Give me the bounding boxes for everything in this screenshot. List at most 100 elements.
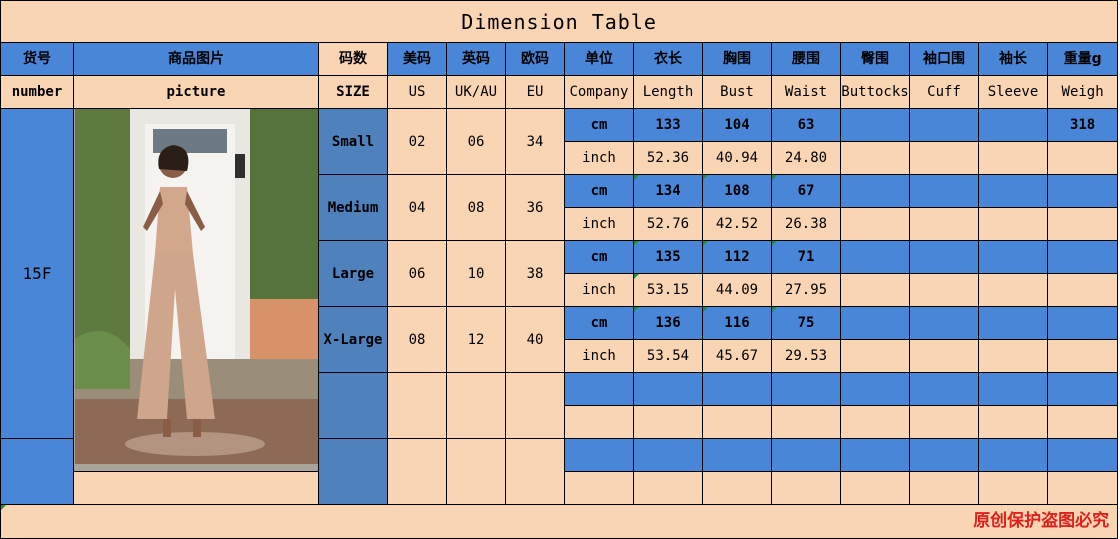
empty-cell [1046,405,1119,439]
length-inch: 53.15 [633,273,703,307]
empty-cell [702,372,772,406]
empty-cell [564,372,634,406]
bust-cm: 116 [702,306,772,340]
empty-cell [1046,471,1119,505]
uk-x-large: 12 [446,306,506,373]
cuff-cell [909,174,979,208]
empty-cell [702,405,772,439]
bust-cm: 112 [702,240,772,274]
header-cn-waist: 腰围 [771,42,841,76]
buttocks-cell [840,207,910,241]
bust-inch: 45.67 [702,339,772,373]
footer-row: 原创保护盗图必究 [0,504,1119,539]
size-large: Large [318,240,388,307]
weight-cell [1046,240,1119,274]
unit-cm: cm [564,306,634,340]
waist-inch: 26.38 [771,207,841,241]
weight-value: 318 [1046,108,1119,142]
header-cn-number: 货号 [0,42,74,76]
unit-cm: cm [564,174,634,208]
item-number: 15F [0,108,74,439]
sleeve-cell [978,306,1048,340]
size-empty [318,438,388,505]
empty-cell [840,438,910,472]
empty-cell [1046,438,1119,472]
cuff-cell [909,207,979,241]
header-cn-sleeve: 袖长 [978,42,1048,76]
product-photo-illustration [74,109,318,464]
empty-cell [840,471,910,505]
buttocks-cell [840,174,910,208]
table-row: 15F [0,108,1119,472]
buttocks-cell [840,339,910,373]
uk-empty [446,438,506,505]
header-en-bust: Bust [702,75,772,109]
table-row: Large 06 10 38 cm 135 112 71 [1,240,1119,307]
header-en-number: number [0,75,74,109]
size-empty [318,372,388,439]
sleeve-cell [978,273,1048,307]
eu-large: 38 [505,240,565,307]
header-en-unit: Company [564,75,634,109]
length-inch: 53.54 [633,339,703,373]
header-row-en: number picture SIZE US UK/AU EU Company … [0,75,1119,109]
header-cn-unit: 单位 [564,42,634,76]
cuff-cell [909,339,979,373]
empty-cell [702,438,772,472]
table-row [1,405,1119,439]
header-cn-buttocks: 臀围 [840,42,910,76]
uk-large: 10 [446,240,506,307]
cuff-cell [909,273,979,307]
empty-cell [633,471,703,505]
product-photo [74,109,318,471]
buttocks-cell [840,273,910,307]
header-en-buttocks: Buttocks [840,75,910,109]
bust-cm: 108 [702,174,772,208]
waist-inch: 24.80 [771,141,841,175]
number-empty [0,438,74,505]
sleeve-cell [978,108,1048,142]
copyright-notice: 原创保护盗图必究 [973,511,1110,531]
weight-cell [1046,306,1119,340]
empty-cell [633,438,703,472]
empty-cell [564,405,634,439]
length-cm: 134 [633,174,703,208]
sleeve-cell [978,207,1048,241]
weight-cell [1046,141,1119,175]
unit-cm: cm [564,108,634,142]
header-en-sleeve: Sleeve [978,75,1048,109]
empty-cell [840,372,910,406]
waist-inch: 29.53 [771,339,841,373]
size-x-large: X-Large [318,306,388,373]
length-cm: 135 [633,240,703,274]
length-cm: 136 [633,306,703,340]
table-title: Dimension Table [0,0,1119,43]
empty-cell [771,438,841,472]
us-large: 06 [387,240,447,307]
weight-cell [1046,174,1119,208]
header-cn-uk: 英码 [446,42,506,76]
waist-inch: 27.95 [771,273,841,307]
uk-small: 06 [446,108,506,175]
length-inch: 52.76 [633,207,703,241]
empty-cell [840,405,910,439]
weight-cell [1046,207,1119,241]
sleeve-cell [978,174,1048,208]
header-cn-picture: 商品图片 [73,42,319,76]
cuff-cell [909,108,979,142]
empty-cell [771,372,841,406]
empty-cell [978,438,1048,472]
waist-cm: 67 [771,174,841,208]
buttocks-cell [840,108,910,142]
header-en-length: Length [633,75,703,109]
sleeve-cell [978,240,1048,274]
header-en-picture: picture [73,75,319,109]
header-cn-bust: 胸围 [702,42,772,76]
header-cn-weight: 重量g [1046,42,1119,76]
empty-cell [771,405,841,439]
empty-cell [633,405,703,439]
table-row [0,438,1119,505]
buttocks-cell [840,141,910,175]
